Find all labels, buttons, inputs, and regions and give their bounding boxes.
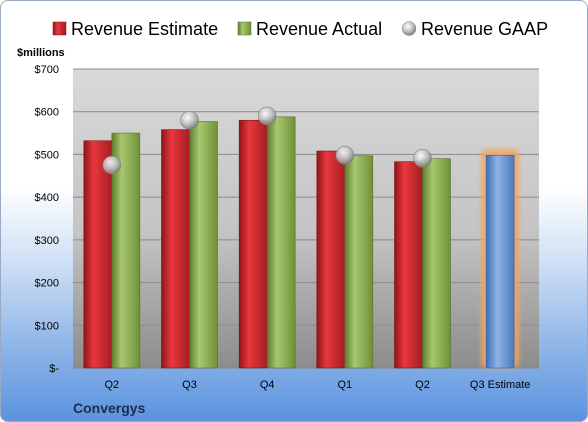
plot-area [73,69,539,368]
y-tick-label-4: $400 [35,192,59,204]
bar-q3-estimate [485,154,515,369]
legend-marker-gaap [401,21,417,36]
gridlines [73,68,539,369]
gaap-markers [102,106,432,175]
x-tick-label-3: Q1 [337,379,352,391]
y-tick-label-6: $600 [35,107,59,119]
bar-estimate-1 [161,129,190,369]
bar-estimate-0 [83,140,113,369]
legend-label-gaap: Revenue GAAP [421,19,548,39]
gaap-marker-4 [413,148,432,168]
x-tick-label-5: Q3 Estimate [470,379,531,391]
bar-actual-2 [266,116,296,369]
y-axis-unit: $millions [17,47,65,59]
x-tick-label-4: Q2 [415,379,430,391]
company-name: Convergys [73,400,146,416]
legend: Revenue Estimate Revenue Actual Revenue … [52,19,548,39]
y-tick-labels: $- $100 $200 $300 $400 $500 $600 $700 [35,64,60,375]
legend-label-actual: Revenue Actual [256,19,382,39]
x-tick-label-1: Q3 [182,379,197,391]
y-tick-label-7: $700 [35,64,59,76]
legend-swatch-estimate [52,21,67,36]
legend-swatch-actual [237,21,252,36]
gaap-marker-2 [257,106,277,126]
bar-actual-1 [189,121,218,369]
legend-label-estimate: Revenue Estimate [71,19,218,39]
x-tick-labels: Q2 Q3 Q4 Q1 Q2 Q3 Estimate [104,379,530,391]
y-tick-label-2: $200 [35,278,59,290]
bar-estimate-4 [394,161,423,369]
y-tick-label-3: $300 [35,235,59,247]
x-tick-label-2: Q4 [260,379,275,391]
bar-actual-3 [344,155,374,369]
bar-estimate-3 [316,150,346,369]
gaap-marker-3 [335,145,355,165]
bar-estimate-2 [238,119,268,369]
y-tick-label-5: $500 [35,149,59,161]
y-tick-label-1: $100 [35,320,59,332]
bar-actual-4 [422,158,451,369]
y-tick-label-0: $- [49,363,59,375]
gaap-marker-0 [102,155,122,175]
gaap-marker-1 [180,110,199,130]
x-tick-label-0: Q2 [104,379,119,391]
